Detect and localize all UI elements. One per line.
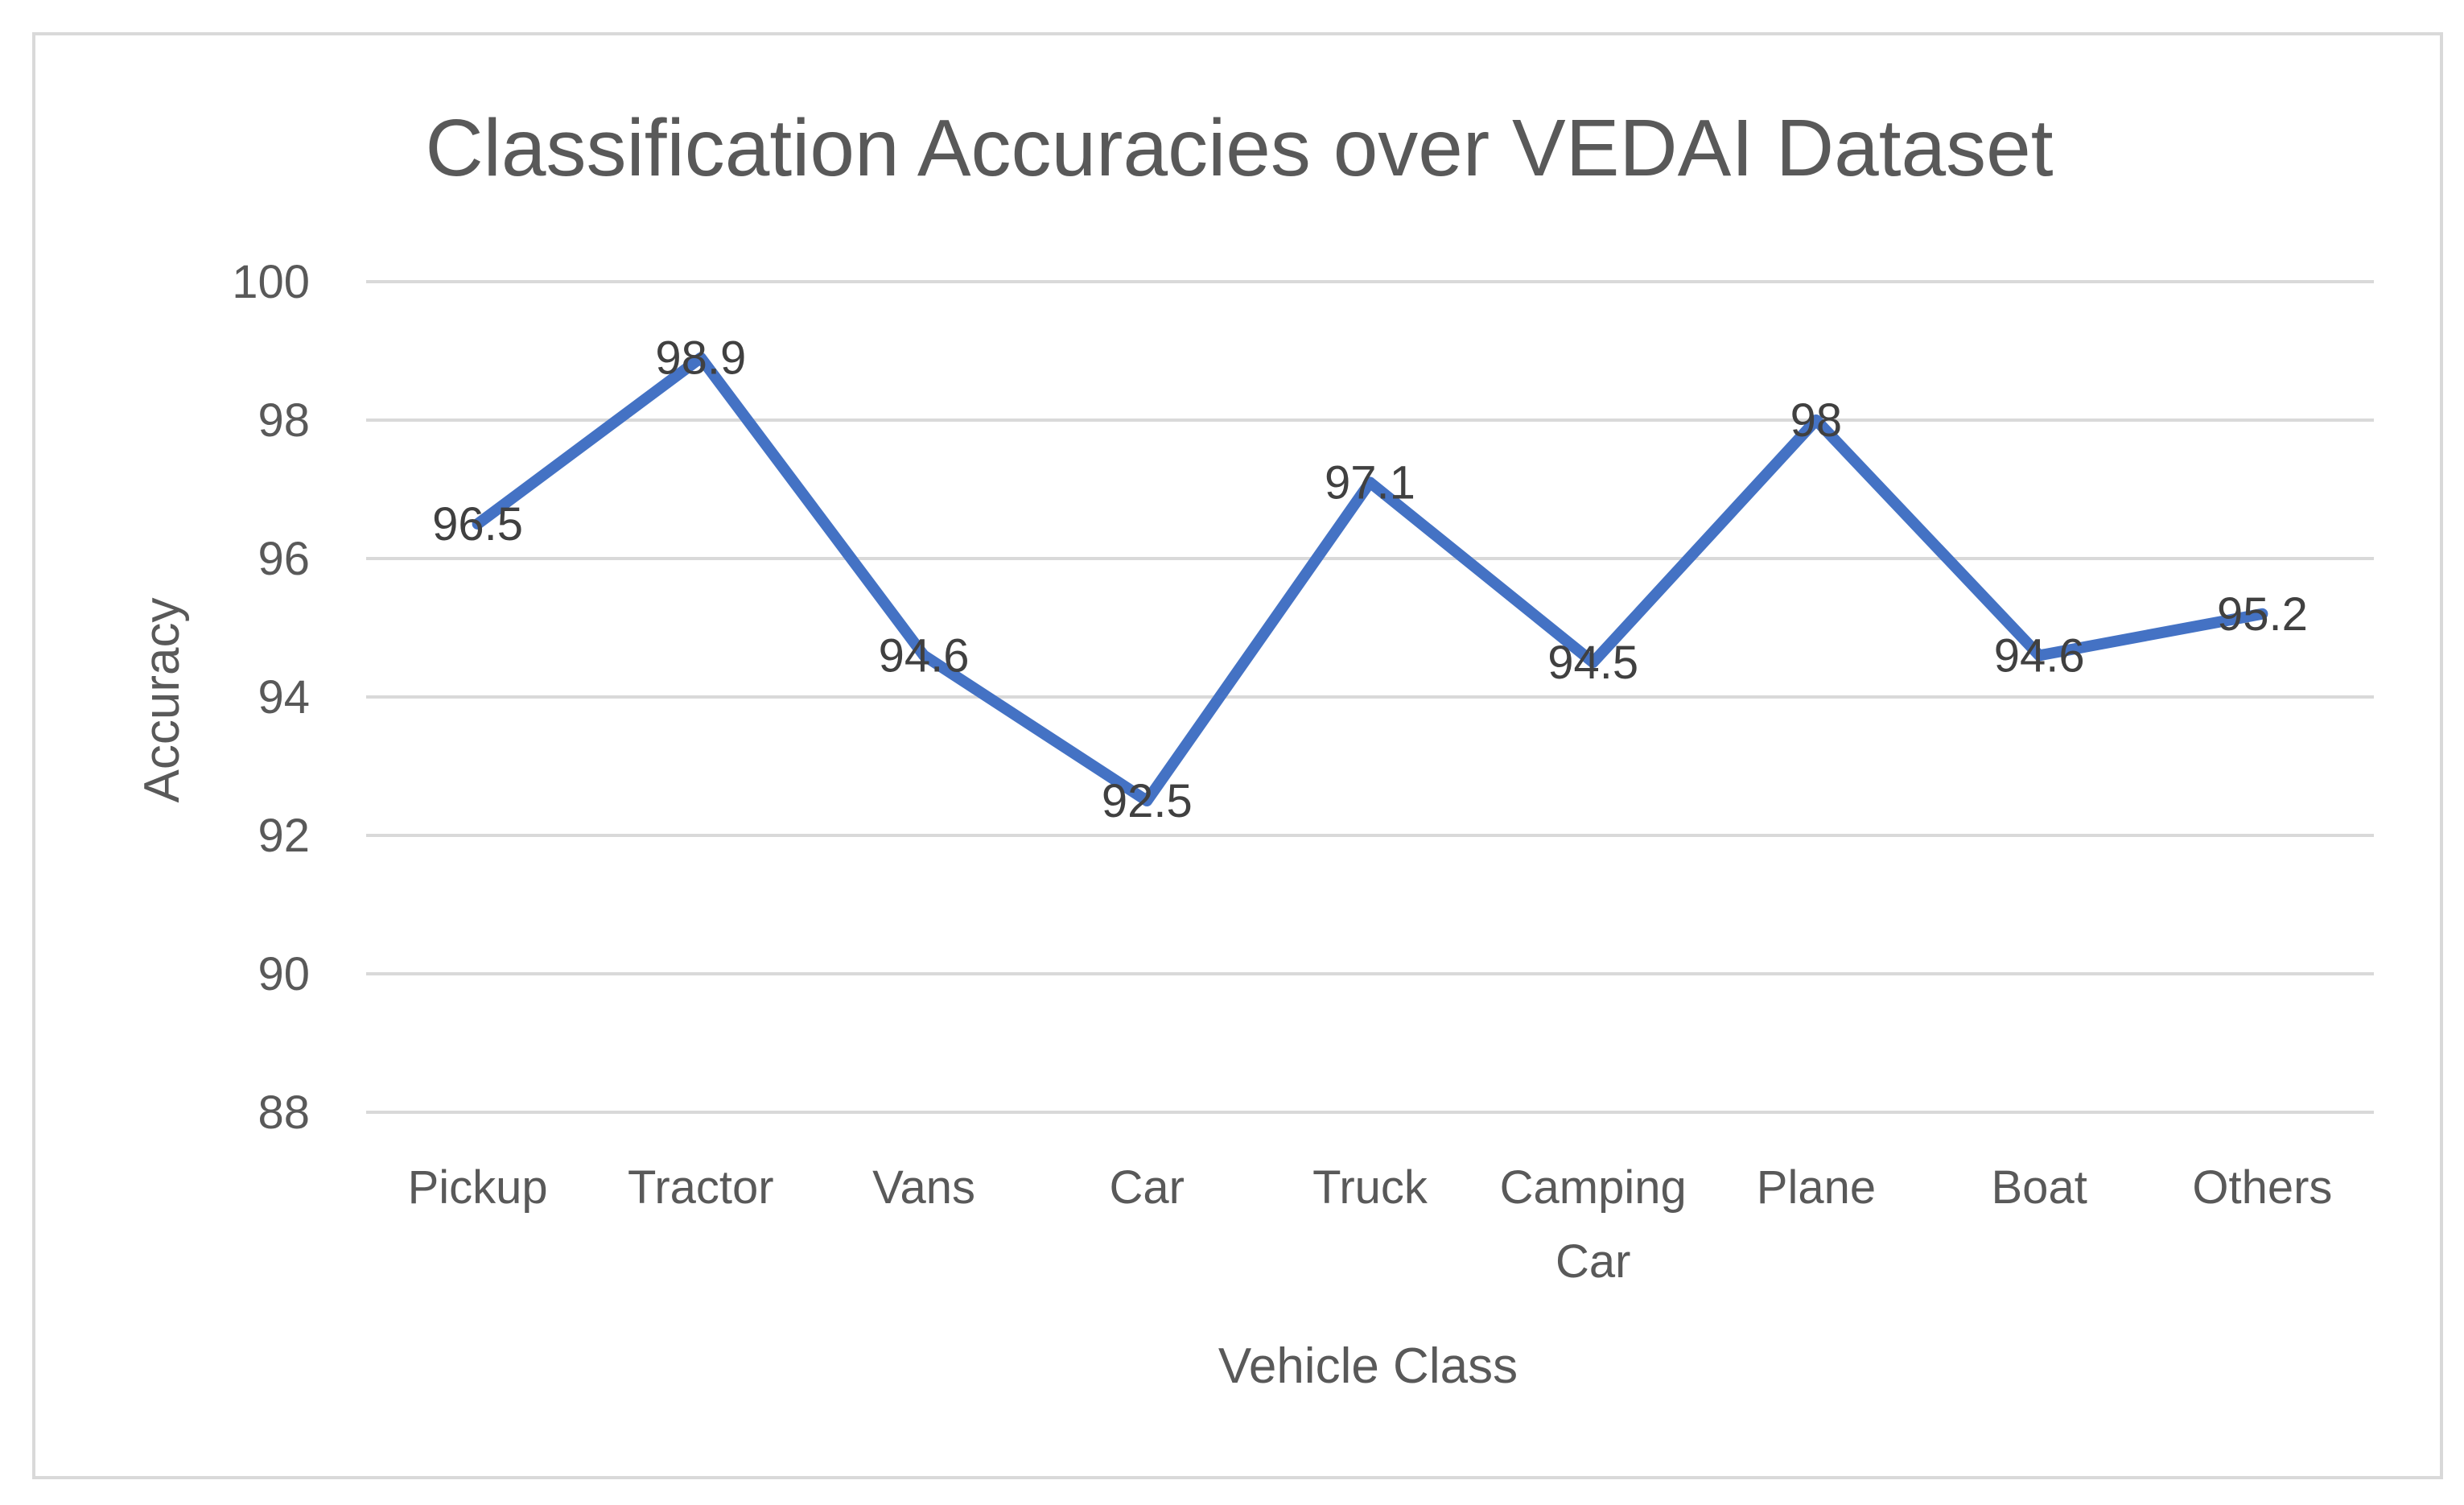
data-point xyxy=(2260,611,2265,616)
series-group xyxy=(472,352,2268,806)
data-point xyxy=(1144,798,1150,803)
data-label: 97.1 xyxy=(1325,456,1415,509)
data-label: 98.9 xyxy=(655,332,746,385)
y-tick-label: 96 xyxy=(258,533,310,585)
x-axis-ticks: Pickup Tractor Vans Car Truck Camping Car Plane… xyxy=(408,1161,2333,1288)
series-line xyxy=(472,352,2268,806)
data-point xyxy=(1813,418,1819,423)
data-labels: 96.5 98.9 94.6 92.5 97.1 94.5 98 94.6 95.2 xyxy=(432,332,2308,827)
data-point xyxy=(2037,653,2042,658)
x-axis-title: Vehicle Class xyxy=(1218,1338,1518,1394)
data-label: 94.6 xyxy=(879,629,970,682)
y-axis-title: Accuracy xyxy=(134,598,190,803)
x-tick-label: Plane xyxy=(1757,1161,1876,1214)
x-tick-label: Vans xyxy=(872,1161,975,1214)
data-label: 92.5 xyxy=(1102,775,1193,827)
y-tick-label: 100 xyxy=(232,256,310,308)
y-axis-ticks: 100 98 96 94 92 90 88 xyxy=(232,256,310,1139)
x-tick-label: Camping Car xyxy=(1500,1161,1687,1288)
x-tick-label: Truck xyxy=(1312,1161,1428,1214)
gridlines xyxy=(366,280,2374,1114)
data-point xyxy=(1367,480,1373,485)
data-label: 96.5 xyxy=(432,498,523,550)
y-tick-label: 94 xyxy=(258,671,310,724)
y-tick-label: 98 xyxy=(258,394,310,447)
x-tick-label: Others xyxy=(2192,1161,2332,1214)
data-point xyxy=(698,355,703,361)
y-tick-label: 92 xyxy=(258,810,310,862)
y-tick-label: 90 xyxy=(258,948,310,1000)
y-tick-label: 88 xyxy=(258,1086,310,1139)
chart-title: Classification Accuracies over VEDAI Dat… xyxy=(425,103,2053,193)
data-label: 94.5 xyxy=(1547,637,1638,689)
x-tick-label: Pickup xyxy=(408,1161,548,1214)
data-label: 94.6 xyxy=(1994,629,2085,682)
chart-area xyxy=(32,32,2443,1479)
data-point xyxy=(921,653,927,658)
data-point xyxy=(1590,660,1596,665)
x-tick-label: Boat xyxy=(1992,1161,2087,1214)
data-label: 98 xyxy=(1790,394,1843,447)
data-label: 95.2 xyxy=(2217,588,2308,641)
x-tick-label: Tractor xyxy=(628,1161,774,1214)
data-point xyxy=(475,522,480,526)
x-tick-label: Car xyxy=(1110,1161,1185,1214)
